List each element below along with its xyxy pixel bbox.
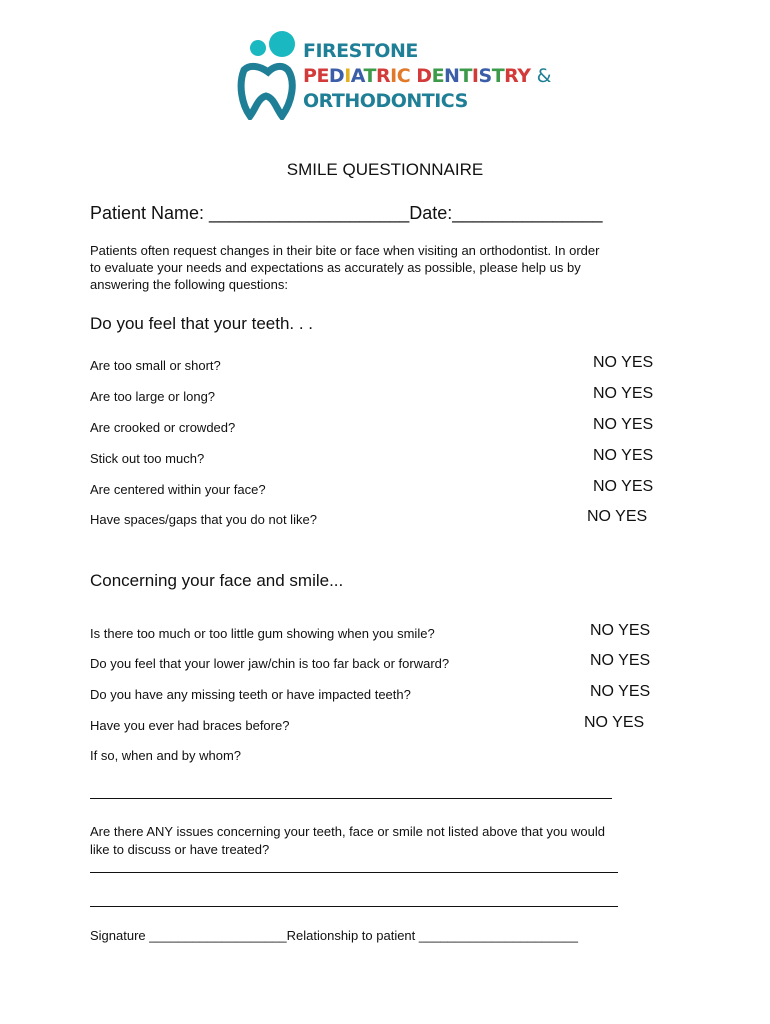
no-yes-options[interactable]: NO YES bbox=[590, 622, 651, 639]
logo-letter: D bbox=[328, 65, 345, 87]
no-yes-options[interactable]: NO YES bbox=[584, 714, 645, 731]
issues-answer-line-2[interactable] bbox=[90, 906, 618, 907]
section1-heading: Do you feel that your teeth. . . bbox=[90, 314, 314, 333]
any-issues-line: Are there ANY issues concerning your tee… bbox=[90, 824, 605, 839]
no-yes-options[interactable]: NO YES bbox=[593, 385, 654, 402]
logo-letter: T bbox=[491, 65, 505, 87]
logo-letter: R bbox=[375, 65, 391, 87]
logo-letter: E bbox=[431, 65, 445, 87]
question-label: Are centered within your face? bbox=[90, 482, 266, 497]
intro-line: answering the following questions: bbox=[90, 277, 289, 292]
intro-text: Patients often request changes in their … bbox=[90, 242, 599, 293]
signature-line[interactable]: Signature ___________________Relationshi… bbox=[90, 928, 578, 943]
logo-ampersand: & bbox=[536, 65, 552, 87]
logo-letter: I bbox=[471, 65, 479, 87]
no-yes-options[interactable]: NO YES bbox=[590, 683, 651, 700]
logo-letter: R bbox=[504, 65, 518, 87]
intro-line: Patients often request changes in their … bbox=[90, 243, 600, 258]
question-label: Have you ever had braces before? bbox=[90, 718, 290, 733]
issues-answer-line-1[interactable] bbox=[90, 872, 618, 873]
patient-name-date[interactable]: Patient Name: ____________________Date:_… bbox=[90, 203, 603, 223]
logo-line2: PEDIATRIC DENTISTRY & bbox=[303, 65, 551, 87]
logo-letter: T bbox=[363, 65, 377, 87]
logo-letter: P bbox=[303, 65, 317, 87]
logo-letter: S bbox=[478, 65, 493, 87]
no-yes-options[interactable]: NO YES bbox=[587, 508, 648, 525]
no-yes-options[interactable]: NO YES bbox=[593, 354, 654, 371]
logo-letter: D bbox=[416, 65, 432, 87]
tooth-logo-icon bbox=[237, 31, 296, 120]
question-label: Stick out too much? bbox=[90, 451, 205, 466]
page-title: SMILE QUESTIONNAIRE bbox=[286, 160, 484, 179]
braces-answer-line[interactable] bbox=[90, 798, 612, 799]
logo-line3: ORTHODONTICS bbox=[303, 90, 468, 112]
logo-letter: A bbox=[350, 65, 364, 87]
question-label: Are too small or short? bbox=[90, 358, 221, 373]
section2-heading: Concerning your face and smile... bbox=[90, 571, 344, 590]
question-label: Do you feel that your lower jaw/chin is … bbox=[90, 656, 450, 671]
no-yes-options[interactable]: NO YES bbox=[590, 652, 651, 669]
question-label: Do you have any missing teeth or have im… bbox=[90, 687, 411, 702]
logo-line1: FIRESTONE bbox=[303, 40, 418, 62]
any-issues-text: Are there ANY issues concerning your tee… bbox=[90, 823, 605, 859]
any-issues-line: like to discuss or have treated? bbox=[90, 842, 270, 857]
if-so-label: If so, when and by whom? bbox=[90, 748, 242, 763]
no-yes-options[interactable]: NO YES bbox=[593, 447, 654, 464]
logo-letter: T bbox=[459, 65, 472, 87]
logo-letter: Y bbox=[517, 65, 531, 87]
no-yes-options[interactable]: NO YES bbox=[593, 478, 654, 495]
intro-line: to evaluate your needs and expectations … bbox=[90, 260, 581, 275]
logo-letter: I bbox=[390, 65, 397, 87]
logo-letter: I bbox=[344, 65, 351, 87]
no-yes-options[interactable]: NO YES bbox=[593, 416, 654, 433]
logo-letter: C bbox=[396, 65, 411, 87]
question-label: Are too large or long? bbox=[90, 389, 216, 404]
question-label: Is there too much or too little gum show… bbox=[90, 626, 435, 641]
question-label: Have spaces/gaps that you do not like? bbox=[90, 512, 317, 527]
logo-letter: N bbox=[444, 65, 460, 87]
question-label: Are crooked or crowded? bbox=[90, 420, 236, 435]
logo-letter: E bbox=[316, 65, 329, 87]
